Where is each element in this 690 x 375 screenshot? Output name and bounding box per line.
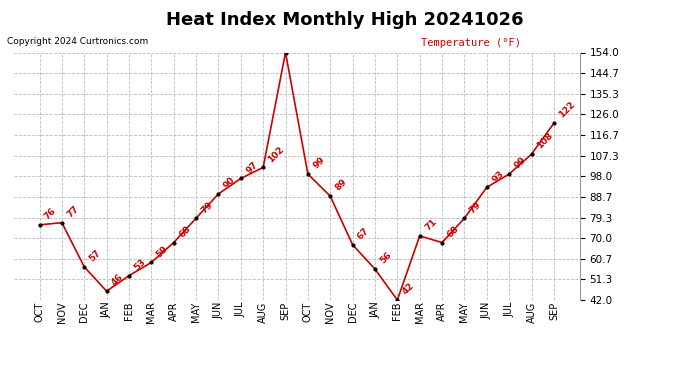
Text: 77: 77 — [66, 204, 81, 219]
Text: 46: 46 — [110, 273, 126, 288]
Text: 79: 79 — [199, 200, 215, 215]
Text: 53: 53 — [132, 257, 148, 272]
Text: 108: 108 — [535, 131, 554, 151]
Text: 76: 76 — [43, 206, 58, 222]
Text: 68: 68 — [177, 224, 193, 239]
Text: 59: 59 — [155, 244, 170, 259]
Text: 99: 99 — [311, 155, 326, 171]
Text: 93: 93 — [490, 169, 506, 184]
Text: 99: 99 — [513, 155, 528, 171]
Text: 90: 90 — [221, 176, 237, 190]
Text: 102: 102 — [266, 144, 286, 164]
Text: 57: 57 — [88, 248, 103, 264]
Text: 154: 154 — [289, 30, 308, 49]
Text: Copyright 2024 Curtronics.com: Copyright 2024 Curtronics.com — [7, 38, 148, 46]
Text: 89: 89 — [333, 177, 349, 193]
Text: 97: 97 — [244, 160, 259, 175]
Text: Temperature (°F): Temperature (°F) — [421, 38, 521, 48]
Text: 42: 42 — [401, 281, 416, 297]
Text: 67: 67 — [356, 226, 371, 242]
Text: 122: 122 — [558, 100, 577, 120]
Text: 79: 79 — [468, 200, 483, 215]
Text: 56: 56 — [378, 251, 393, 266]
Text: 71: 71 — [423, 217, 438, 232]
Text: 68: 68 — [446, 224, 461, 239]
Text: Heat Index Monthly High 20241026: Heat Index Monthly High 20241026 — [166, 11, 524, 29]
